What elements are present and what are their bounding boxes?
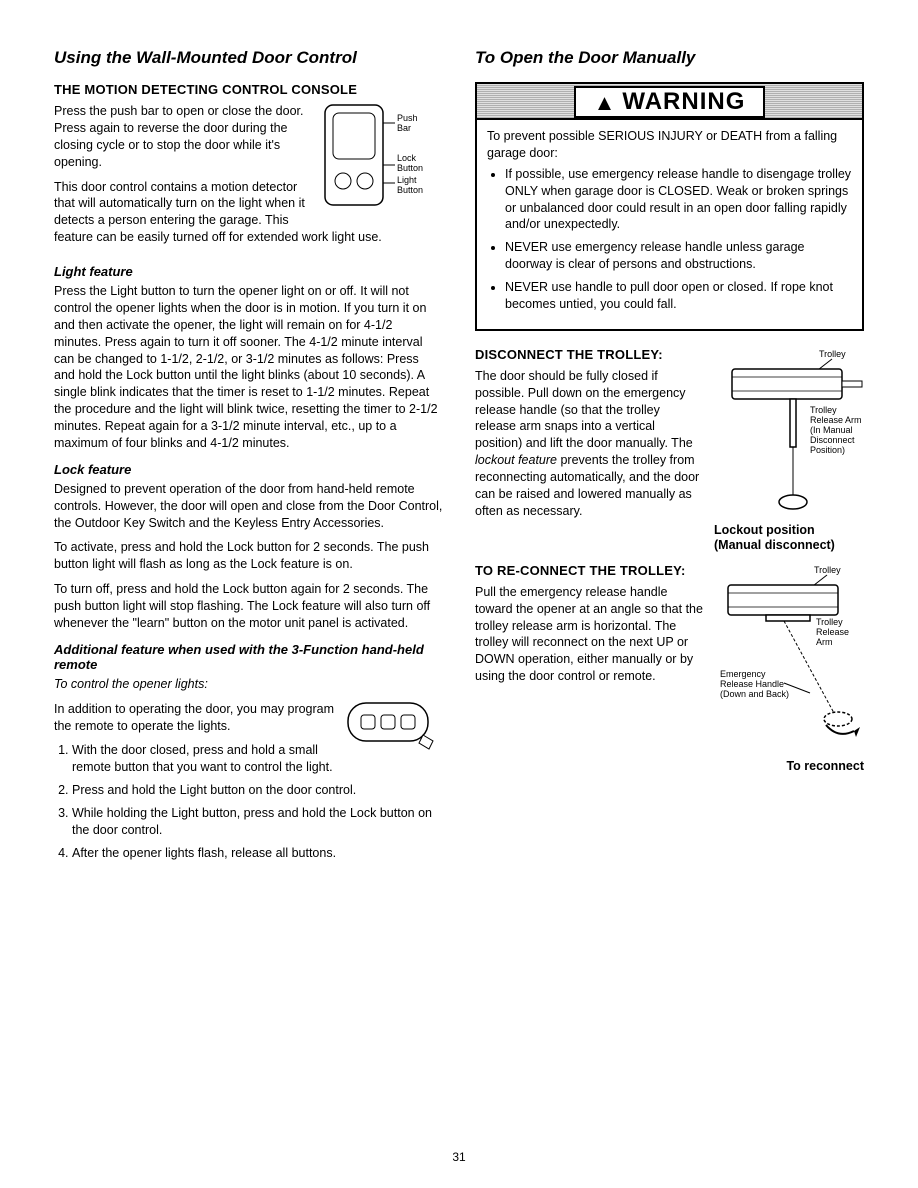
svg-text:Trolley: Trolley xyxy=(819,349,846,359)
control-console-icon: Push Bar Lock Button Light Button xyxy=(323,103,443,213)
svg-text:Disconnect: Disconnect xyxy=(810,435,855,445)
additional-subhead: To control the opener lights: xyxy=(54,676,443,693)
reconnect-figure: Trolley Trolley Release Arm xyxy=(714,563,864,774)
warning-label: ▲WARNING xyxy=(574,86,766,118)
console-heading: THE MOTION DETECTING CONTROL CONSOLE xyxy=(54,82,443,97)
svg-text:Release: Release xyxy=(816,627,849,637)
reconnect-text: TO RE-CONNECT THE TROLLEY: Pull the emer… xyxy=(475,563,704,774)
trolley-lockout-icon: Trolley Trolley Release Arm (In Manual xyxy=(714,347,864,517)
disconnect-block: DISCONNECT THE TROLLEY: The door should … xyxy=(475,347,864,553)
step-4: After the opener lights flash, release a… xyxy=(72,845,443,862)
disconnect-figure: Trolley Trolley Release Arm (In Manual xyxy=(714,347,864,553)
step-3: While holding the Light button, press an… xyxy=(72,805,443,839)
svg-text:Emergency: Emergency xyxy=(720,669,766,679)
warning-list: If possible, use emergency release handl… xyxy=(487,166,852,313)
warning-intro: To prevent possible SERIOUS INJURY or DE… xyxy=(487,128,852,162)
warning-header: ▲WARNING xyxy=(477,84,862,120)
lock-p2: To activate, press and hold the Lock but… xyxy=(54,539,443,573)
warning-item-2: NEVER use emergency release handle unles… xyxy=(505,239,852,273)
step-2: Press and hold the Light button on the d… xyxy=(72,782,443,799)
svg-text:Position): Position) xyxy=(810,445,845,455)
warning-box: ▲WARNING To prevent possible SERIOUS INJ… xyxy=(475,82,864,331)
svg-text:Trolley: Trolley xyxy=(816,617,843,627)
trolley-reconnect-icon: Trolley Trolley Release Arm xyxy=(714,563,864,753)
svg-text:(In Manual: (In Manual xyxy=(810,425,853,435)
lock-p1: Designed to prevent operation of the doo… xyxy=(54,481,443,532)
manual-page: Using the Wall-Mounted Door Control THE … xyxy=(0,0,918,1188)
disconnect-heading: DISCONNECT THE TROLLEY: xyxy=(475,347,704,362)
lock-feature-heading: Lock feature xyxy=(54,462,443,477)
svg-text:Trolley: Trolley xyxy=(814,565,841,575)
svg-text:Push: Push xyxy=(397,113,418,123)
svg-text:(Down and Back): (Down and Back) xyxy=(720,689,789,699)
warning-item-1: If possible, use emergency release handl… xyxy=(505,166,852,234)
right-title: To Open the Door Manually xyxy=(475,48,864,68)
svg-text:Release Handle: Release Handle xyxy=(720,679,784,689)
left-title: Using the Wall-Mounted Door Control xyxy=(54,48,443,68)
svg-text:Release Arm: Release Arm xyxy=(810,415,862,425)
control-console-figure: Push Bar Lock Button Light Button xyxy=(323,103,443,213)
disconnect-caption: Lockout position (Manual disconnect) xyxy=(714,523,864,553)
svg-text:Trolley: Trolley xyxy=(810,405,837,415)
light-feature-heading: Light feature xyxy=(54,264,443,279)
svg-text:Arm: Arm xyxy=(816,637,833,647)
two-column-layout: Using the Wall-Mounted Door Control THE … xyxy=(54,48,864,868)
svg-text:Lock: Lock xyxy=(397,153,417,163)
additional-feature-heading: Additional feature when used with the 3-… xyxy=(54,642,443,672)
right-column: To Open the Door Manually ▲WARNING To pr… xyxy=(475,48,864,868)
svg-text:Light: Light xyxy=(397,175,417,185)
reconnect-caption: To reconnect xyxy=(714,759,864,774)
warning-body: To prevent possible SERIOUS INJURY or DE… xyxy=(477,120,862,329)
lock-p3: To turn off, press and hold the Lock but… xyxy=(54,581,443,632)
reconnect-heading: TO RE-CONNECT THE TROLLEY: xyxy=(475,563,704,578)
remote-steps-list: With the door closed, press and hold a s… xyxy=(54,742,443,861)
svg-text:Button: Button xyxy=(397,163,423,173)
remote-icon xyxy=(343,695,443,755)
warning-triangle-icon: ▲ xyxy=(594,90,617,115)
light-feature-body: Press the Light button to turn the opene… xyxy=(54,283,443,452)
svg-text:Button: Button xyxy=(397,185,423,195)
disconnect-text: DISCONNECT THE TROLLEY: The door should … xyxy=(475,347,704,553)
page-number: 31 xyxy=(0,1150,918,1164)
reconnect-body: Pull the emergency release handle toward… xyxy=(475,584,704,685)
remote-figure xyxy=(343,695,443,760)
left-column: Using the Wall-Mounted Door Control THE … xyxy=(54,48,443,868)
reconnect-block: TO RE-CONNECT THE TROLLEY: Pull the emer… xyxy=(475,563,864,774)
disconnect-body: The door should be fully closed if possi… xyxy=(475,368,704,520)
svg-text:Bar: Bar xyxy=(397,123,411,133)
disc-lockout-term: lockout feature xyxy=(475,453,557,467)
disc-pre: The door should be fully closed if possi… xyxy=(475,369,693,451)
warning-text: WARNING xyxy=(622,88,745,115)
warning-item-3: NEVER use handle to pull door open or cl… xyxy=(505,279,852,313)
